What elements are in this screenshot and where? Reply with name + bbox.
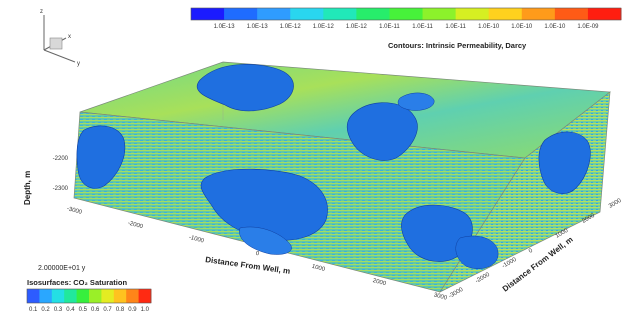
colorbar-tick-label: 1.0E-09	[577, 24, 599, 30]
colorbar-swatch	[422, 8, 457, 20]
z-tick-label: 3000	[608, 198, 623, 210]
x-axis-label: Distance From Well, m	[205, 255, 291, 276]
isosurface-blob	[200, 168, 328, 241]
isosurface-blob	[455, 235, 499, 269]
time-label: 2.00000E+01 y	[38, 265, 86, 272]
saturation-swatch	[138, 289, 152, 303]
colorbar-tick-label: 1.0E-12	[346, 24, 368, 30]
colorbar-tick-label: 1.0E-10	[544, 24, 566, 30]
colorbar-swatch	[554, 8, 589, 20]
saturation-swatch	[39, 289, 53, 303]
colorbar-tick-label: 1.0E-11	[379, 24, 400, 30]
colorbar-tick-label: 1.0E-13	[214, 24, 236, 30]
x-tick-label: -3000	[66, 206, 83, 216]
colorbar-tick-label: 1.0E-12	[313, 24, 335, 30]
x-axis-ticks: -3000 -2000 -1000 0 1000 2000 3000	[66, 206, 448, 302]
saturation-tick-label: 0.3	[54, 307, 63, 313]
saturation-swatch	[113, 289, 127, 303]
x-tick-label: 1000	[311, 264, 326, 273]
orientation-axes: z x y	[40, 9, 80, 67]
saturation-tick-label: 0.6	[91, 307, 100, 313]
colorbar-swatch	[455, 8, 490, 20]
saturation-legend: 0.1 0.2 0.3 0.4 0.5 0.6 0.7 0.8 0.9 1.0	[26, 288, 152, 313]
z-tick-label: 0	[528, 248, 534, 255]
saturation-tick-label: 0.2	[41, 307, 50, 313]
saturation-legend-title: Isosurfaces: CO₂ Saturation	[27, 278, 127, 287]
saturation-tick-label: 0.4	[66, 307, 75, 313]
colorbar-swatch	[323, 8, 357, 20]
saturation-tick-label: 0.8	[116, 307, 125, 313]
saturation-tick-label: 1.0	[141, 307, 150, 313]
colorbar-tick-label: 1.0E-13	[247, 24, 269, 30]
x-tick-label: -1000	[188, 235, 205, 245]
x-tick-label: 3000	[433, 292, 448, 301]
saturation-swatch	[89, 289, 102, 303]
isosurface-blob	[239, 226, 292, 255]
colorbar-tick-label: 1.0E-10	[511, 24, 533, 30]
colorbar-swatch	[488, 8, 523, 20]
isosurface-blob	[196, 64, 294, 112]
saturation-swatch	[64, 289, 77, 303]
saturation-swatch	[126, 289, 139, 303]
colorbar-swatch	[191, 8, 225, 20]
z-tick-label: -3000	[448, 287, 465, 300]
colorbar-tick-label: 1.0E-12	[280, 24, 302, 30]
colorbar-tick-label: 1.0E-11	[445, 24, 466, 30]
saturation-swatch	[27, 289, 40, 303]
axis-y-letter: y	[77, 61, 80, 67]
colorbar-swatch	[389, 8, 424, 20]
saturation-tick-label: 0.1	[29, 307, 38, 313]
saturation-tick-label: 0.7	[103, 307, 112, 313]
isosurface-blob	[76, 125, 126, 189]
x-tick-label: 0	[255, 251, 260, 258]
y-tick-label: -2300	[53, 186, 69, 192]
isosurface-blob	[538, 131, 591, 194]
colorbar-swatch	[257, 8, 291, 20]
reservoir-block	[73, 61, 611, 293]
colorbar-swatch	[521, 8, 556, 20]
y-tick-label: -2200	[53, 156, 69, 162]
colorbar-swatch	[224, 8, 258, 20]
saturation-swatch	[101, 289, 115, 303]
saturation-swatch	[76, 289, 90, 303]
colorbar-tick-label: 1.0E-10	[478, 24, 500, 30]
x-tick-label: 2000	[372, 278, 387, 287]
isosurface-blob	[397, 92, 435, 111]
colorbar-tick-label: 1.0E-11	[412, 24, 433, 30]
saturation-tick-label: 0.5	[79, 307, 88, 313]
permeability-colorbar: 1.0E-13 1.0E-13 1.0E-12 1.0E-12 1.0E-12 1.0E-…	[190, 7, 622, 30]
saturation-swatch	[51, 289, 65, 303]
isosurface-blob	[346, 102, 418, 161]
y-axis-label: Depth, m	[23, 171, 32, 205]
colorbar-title: Contours: Intrinsic Permeability, Darcy	[388, 41, 527, 50]
colorbar-swatch	[356, 8, 390, 20]
colorbar-swatch	[587, 8, 622, 20]
axis-z-letter: z	[40, 9, 43, 15]
saturation-tick-label: 0.9	[128, 307, 137, 313]
co2-isosurfaces	[76, 64, 591, 269]
colorbar-swatch	[290, 8, 324, 20]
x-tick-label: -2000	[127, 220, 144, 230]
axis-x-letter: x	[68, 34, 71, 40]
y-axis-ticks: -2200 -2300	[53, 156, 69, 192]
